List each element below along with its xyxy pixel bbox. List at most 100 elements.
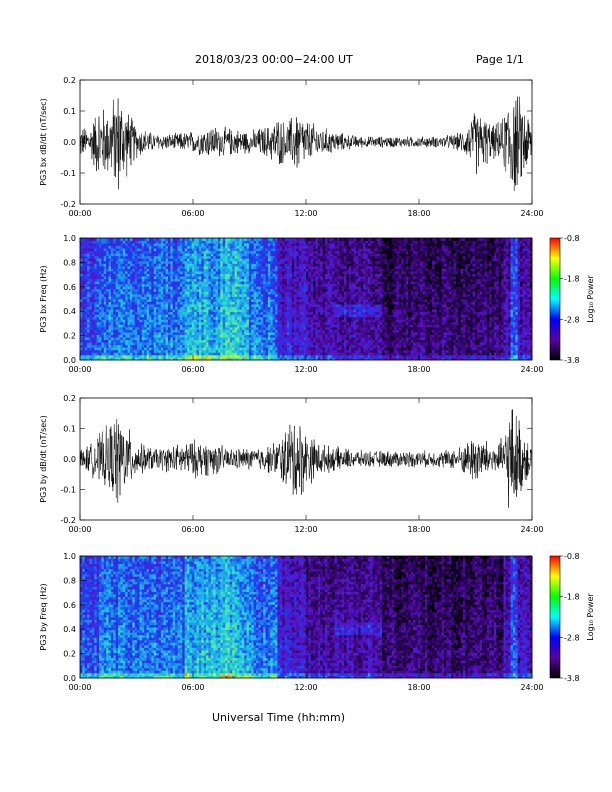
spectrogram-cell: [173, 299, 176, 302]
spectrogram-cell: [82, 335, 85, 338]
spectrogram-cell: [128, 355, 131, 358]
spectrogram-cell: [130, 284, 133, 287]
spectrogram-cell: [113, 330, 116, 333]
spectrogram-cell: [149, 271, 152, 274]
spectrogram-cell: [166, 347, 169, 350]
spectrogram-cell: [170, 330, 173, 333]
spectrogram-cell: [173, 340, 176, 343]
spectrogram-cell: [156, 302, 159, 305]
spectrogram-cell: [189, 284, 192, 287]
spectrogram-cell: [185, 304, 188, 307]
spectrogram-cell: [178, 256, 181, 259]
spectrogram-cell: [204, 294, 207, 297]
spectrogram-cell: [104, 253, 107, 256]
spectrogram-cell: [173, 296, 176, 299]
spectrogram-cell: [168, 352, 171, 355]
spectrogram-cell: [182, 294, 185, 297]
spectrogram-cell: [178, 340, 181, 343]
spectrogram-cell: [80, 350, 83, 353]
spectrogram-cell: [123, 314, 126, 317]
spectrogram-cell: [173, 345, 176, 348]
spectrogram-cell: [159, 276, 162, 279]
spectrogram-cell: [99, 279, 102, 282]
spectrogram-cell: [161, 355, 164, 358]
spectrogram-cell: [175, 286, 178, 289]
spectrogram-cell: [178, 319, 181, 322]
spectrogram-cell: [82, 281, 85, 284]
spectrogram-cell: [163, 335, 166, 338]
spectrogram-cell: [159, 350, 162, 353]
spectrogram-cell: [197, 345, 200, 348]
spectrogram-cell: [168, 238, 171, 241]
spectrogram-cell: [149, 304, 152, 307]
spectrogram-cell: [197, 258, 200, 261]
spectrogram-cell: [189, 317, 192, 320]
spectrogram-cell: [187, 261, 190, 264]
spectrogram-cell: [159, 248, 162, 251]
spectrogram-cell: [85, 352, 88, 355]
spectrogram-cell: [97, 307, 100, 310]
spectrogram-cell: [90, 291, 93, 294]
spectrogram-cell: [128, 269, 131, 272]
spectrogram-cell: [123, 286, 126, 289]
spectrogram-cell: [189, 332, 192, 335]
spectrogram-cell: [180, 307, 183, 310]
spectrogram-cell: [142, 312, 145, 315]
spectrogram-cell: [135, 319, 138, 322]
spectrogram-cell: [82, 314, 85, 317]
spectrogram-cell: [106, 350, 109, 353]
spectrogram-cell: [201, 337, 204, 340]
spectrogram-cell: [130, 241, 133, 244]
spectrogram-cell: [111, 342, 114, 345]
spectrogram-cell: [173, 271, 176, 274]
spectrogram-cell: [142, 241, 145, 244]
spectrogram-cell: [116, 302, 119, 305]
spectrogram-cell: [156, 312, 159, 315]
spectrogram-cell: [85, 314, 88, 317]
spectrogram-cell: [154, 256, 157, 259]
spectrogram-cell: [144, 340, 147, 343]
spectrogram-cell: [109, 317, 112, 320]
spectrogram-cell: [85, 330, 88, 333]
spectrogram-cell: [130, 274, 133, 277]
spectrogram-cell: [97, 256, 100, 259]
spectrogram-cell: [170, 294, 173, 297]
spectrogram-cell: [173, 312, 176, 315]
spectrogram-cell: [135, 299, 138, 302]
spectrogram-cell: [173, 337, 176, 340]
spectrogram-cell: [163, 296, 166, 299]
spectrogram-cell: [92, 238, 95, 241]
spectrogram-cell: [104, 263, 107, 266]
spectrogram-cell: [135, 243, 138, 246]
spectrogram-cell: [113, 269, 116, 272]
spectrogram-cell: [142, 304, 145, 307]
spectrogram-cell: [97, 332, 100, 335]
spectrogram-cell: [132, 289, 135, 292]
spectrogram-cell: [144, 335, 147, 338]
spectrogram-cell: [116, 324, 119, 327]
spectrogram-cell: [139, 312, 142, 315]
spectrogram-cell: [175, 337, 178, 340]
spectrogram-cell: [144, 241, 147, 244]
spectrogram-cell: [128, 319, 131, 322]
spectrogram-cell: [123, 350, 126, 353]
spectrogram-cell: [149, 345, 152, 348]
spectrogram-cell: [180, 304, 183, 307]
spectrogram-cell: [87, 327, 90, 330]
spectrogram-cell: [173, 314, 176, 317]
spectrogram-cell: [161, 248, 164, 251]
spectrogram-cell: [80, 276, 83, 279]
spectrogram-cell: [201, 296, 204, 299]
spectrogram-cell: [111, 251, 114, 254]
spectrogram-cell: [94, 304, 97, 307]
spectrogram-cell: [185, 263, 188, 266]
spectrogram-cell: [128, 246, 131, 249]
spectrogram-cell: [187, 266, 190, 269]
spectrogram-cell: [201, 322, 204, 325]
spectrogram-cell: [130, 271, 133, 274]
spectrogram-cell: [149, 263, 152, 266]
spectrogram-cell: [132, 253, 135, 256]
spectrogram-cell: [82, 294, 85, 297]
spectrogram-cell: [156, 258, 159, 261]
spectrogram-cell: [192, 251, 195, 254]
